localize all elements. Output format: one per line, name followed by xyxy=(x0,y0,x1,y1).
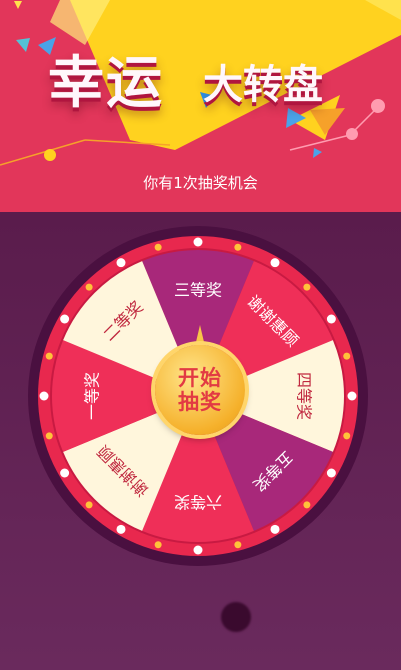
rim-light xyxy=(326,468,336,478)
shadow-blot xyxy=(221,602,251,632)
hero-title: 幸运 大转盘 xyxy=(48,30,358,120)
rim-light xyxy=(234,541,242,549)
rim-light xyxy=(343,432,351,440)
wheel-segment xyxy=(142,250,254,396)
rim-light xyxy=(270,524,280,534)
rim-light xyxy=(60,468,70,478)
rim-light xyxy=(45,432,53,440)
wheel-segment xyxy=(198,340,344,452)
rim-light xyxy=(303,283,311,291)
header-decoration xyxy=(0,0,401,166)
wheel-segment xyxy=(142,396,254,542)
rim-light xyxy=(154,243,162,251)
wheel-segment xyxy=(63,396,198,531)
rim-light xyxy=(85,283,93,291)
wheel-segment-label: 六等奖 xyxy=(174,493,222,512)
rim-light xyxy=(154,541,162,549)
rim-light xyxy=(85,501,93,509)
wheel-segment xyxy=(51,340,198,452)
rim-light xyxy=(39,391,49,401)
rim-light xyxy=(116,524,126,534)
start-button-line1: 开始 xyxy=(178,366,222,390)
rim-light xyxy=(343,352,351,360)
rim-light xyxy=(60,314,70,324)
wheel-segment-label: 四等奖 xyxy=(295,372,314,420)
rim-light xyxy=(193,237,203,247)
rim-light xyxy=(193,545,203,555)
start-button-line2: 抽奖 xyxy=(178,390,222,414)
wheel-segment-label: 三等奖 xyxy=(174,281,222,300)
header: 幸运 大转盘 你有1次抽奖机会 xyxy=(0,0,401,212)
rim-light xyxy=(326,314,336,324)
rim-light xyxy=(234,243,242,251)
wheel-segment-label: 一等奖 xyxy=(83,372,102,420)
hero-title-sub: 大转盘 xyxy=(203,62,323,108)
rim-light xyxy=(116,258,126,268)
rim-light xyxy=(347,391,357,401)
rim-light xyxy=(270,258,280,268)
rim-light xyxy=(303,501,311,509)
hero-title-main: 幸运 xyxy=(48,51,164,116)
rim-light xyxy=(45,352,53,360)
start-draw-button[interactable]: 开始 抽奖 xyxy=(155,345,245,435)
remaining-chances-text: 你有1次抽奖机会 xyxy=(143,174,258,192)
wheel-segment xyxy=(198,396,333,531)
